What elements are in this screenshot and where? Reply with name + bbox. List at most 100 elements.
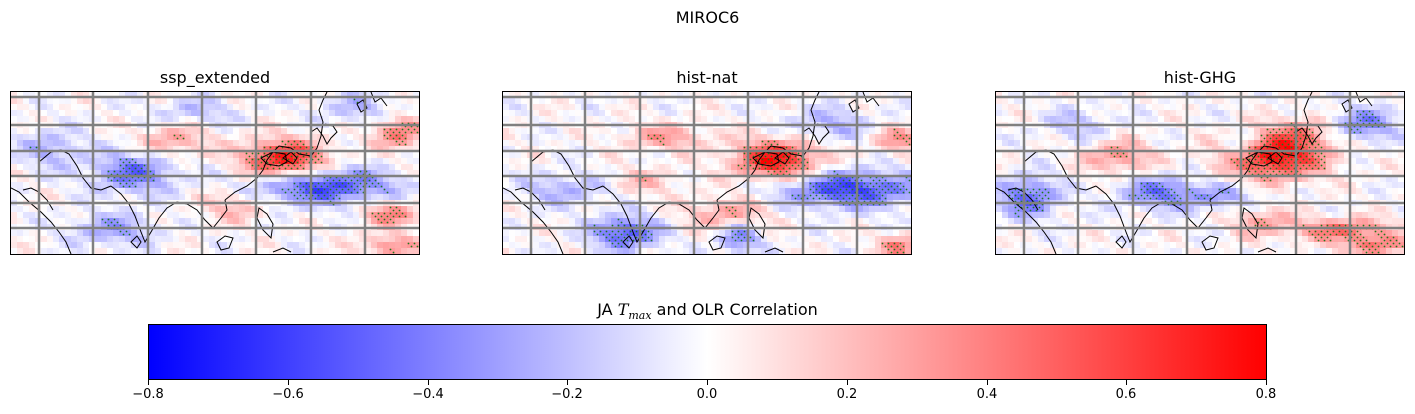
field-cell <box>875 110 882 117</box>
field-cell <box>569 212 576 219</box>
stipple-dot <box>836 179 839 182</box>
field-cell <box>833 134 840 141</box>
field-cell <box>701 218 708 225</box>
field-cell <box>1140 110 1147 117</box>
field-cell <box>1236 104 1243 111</box>
field-cell <box>893 128 900 135</box>
field-cell <box>275 242 282 249</box>
field-cell <box>827 140 834 147</box>
field-cell <box>83 134 90 141</box>
field-cell <box>641 236 648 243</box>
stipple-dot <box>845 194 848 197</box>
field-cell <box>749 230 756 237</box>
field-cell <box>107 158 114 165</box>
field-cell <box>59 116 66 123</box>
field-cell <box>251 152 258 159</box>
field-cell <box>149 152 156 159</box>
field-cell <box>809 242 816 249</box>
field-cell <box>353 248 360 254</box>
field-cell <box>185 104 192 111</box>
field-cell <box>413 194 419 201</box>
field-cell <box>209 158 216 165</box>
field-cell <box>1278 110 1285 117</box>
field-cell <box>107 230 114 237</box>
field-cell <box>845 110 852 117</box>
field-cell <box>293 188 300 195</box>
field-cell <box>557 146 564 153</box>
field-cell <box>875 140 882 147</box>
field-cell <box>563 176 570 183</box>
stipple-dot <box>839 188 842 191</box>
field-cell <box>101 152 108 159</box>
field-cell <box>29 92 36 99</box>
field-cell <box>191 242 198 249</box>
stipple-dot <box>122 167 125 170</box>
stipple-dot <box>116 221 119 224</box>
field-cell <box>161 182 168 189</box>
field-cell <box>113 128 120 135</box>
field-cell <box>263 218 270 225</box>
field-cell <box>1296 116 1303 123</box>
field-cell <box>1344 104 1351 111</box>
field-cell <box>245 98 252 105</box>
field-cell <box>65 116 72 123</box>
field-cell <box>557 206 564 213</box>
field-cell <box>623 248 630 254</box>
field-cell <box>1344 110 1351 117</box>
field-cell <box>1152 92 1159 99</box>
field-cell <box>221 176 228 183</box>
field-cell <box>905 134 911 141</box>
field-cell <box>401 134 408 141</box>
field-cell <box>341 218 348 225</box>
field-cell <box>551 182 558 189</box>
field-cell <box>761 248 768 254</box>
stipple-dot <box>149 170 152 173</box>
field-cell <box>887 158 894 165</box>
field-cell <box>239 98 246 105</box>
field-cell <box>1248 92 1255 99</box>
field-cell <box>143 98 150 105</box>
field-cell <box>899 92 906 99</box>
field-cell <box>593 134 600 141</box>
stipple-dot <box>266 167 269 170</box>
field-cell <box>569 218 576 225</box>
field-cell <box>695 128 702 135</box>
field-cell <box>23 248 30 254</box>
field-cell <box>611 242 618 249</box>
field-cell <box>365 146 372 153</box>
field-cell <box>689 152 696 159</box>
field-cell <box>617 110 624 117</box>
field-cell <box>167 218 174 225</box>
field-cell <box>905 104 911 111</box>
field-cell <box>59 188 66 195</box>
field-cell <box>353 230 360 237</box>
field-cell <box>749 248 756 254</box>
field-cell <box>1026 134 1033 141</box>
field-cell <box>863 92 870 99</box>
field-cell <box>809 218 816 225</box>
field-cell <box>353 128 360 135</box>
stipple-dot <box>395 206 398 209</box>
field-cell <box>755 218 762 225</box>
field-cell <box>665 230 672 237</box>
stipple-dot <box>128 167 131 170</box>
field-cell <box>47 158 54 165</box>
field-cell <box>653 176 660 183</box>
field-cell <box>659 242 666 249</box>
field-cell <box>1044 104 1051 111</box>
field-cell <box>275 92 282 99</box>
field-cell <box>185 212 192 219</box>
field-cell <box>323 194 330 201</box>
field-cell <box>245 104 252 111</box>
field-cell <box>809 176 816 183</box>
field-cell <box>65 176 72 183</box>
field-cell <box>287 134 294 141</box>
field-cell <box>149 140 156 147</box>
field-cell <box>545 248 552 254</box>
field-cell <box>1146 128 1153 135</box>
field-cell <box>875 212 882 219</box>
field-cell <box>503 182 510 189</box>
field-cell <box>131 92 138 99</box>
field-cell <box>161 206 168 213</box>
stipple-dot <box>293 188 296 191</box>
